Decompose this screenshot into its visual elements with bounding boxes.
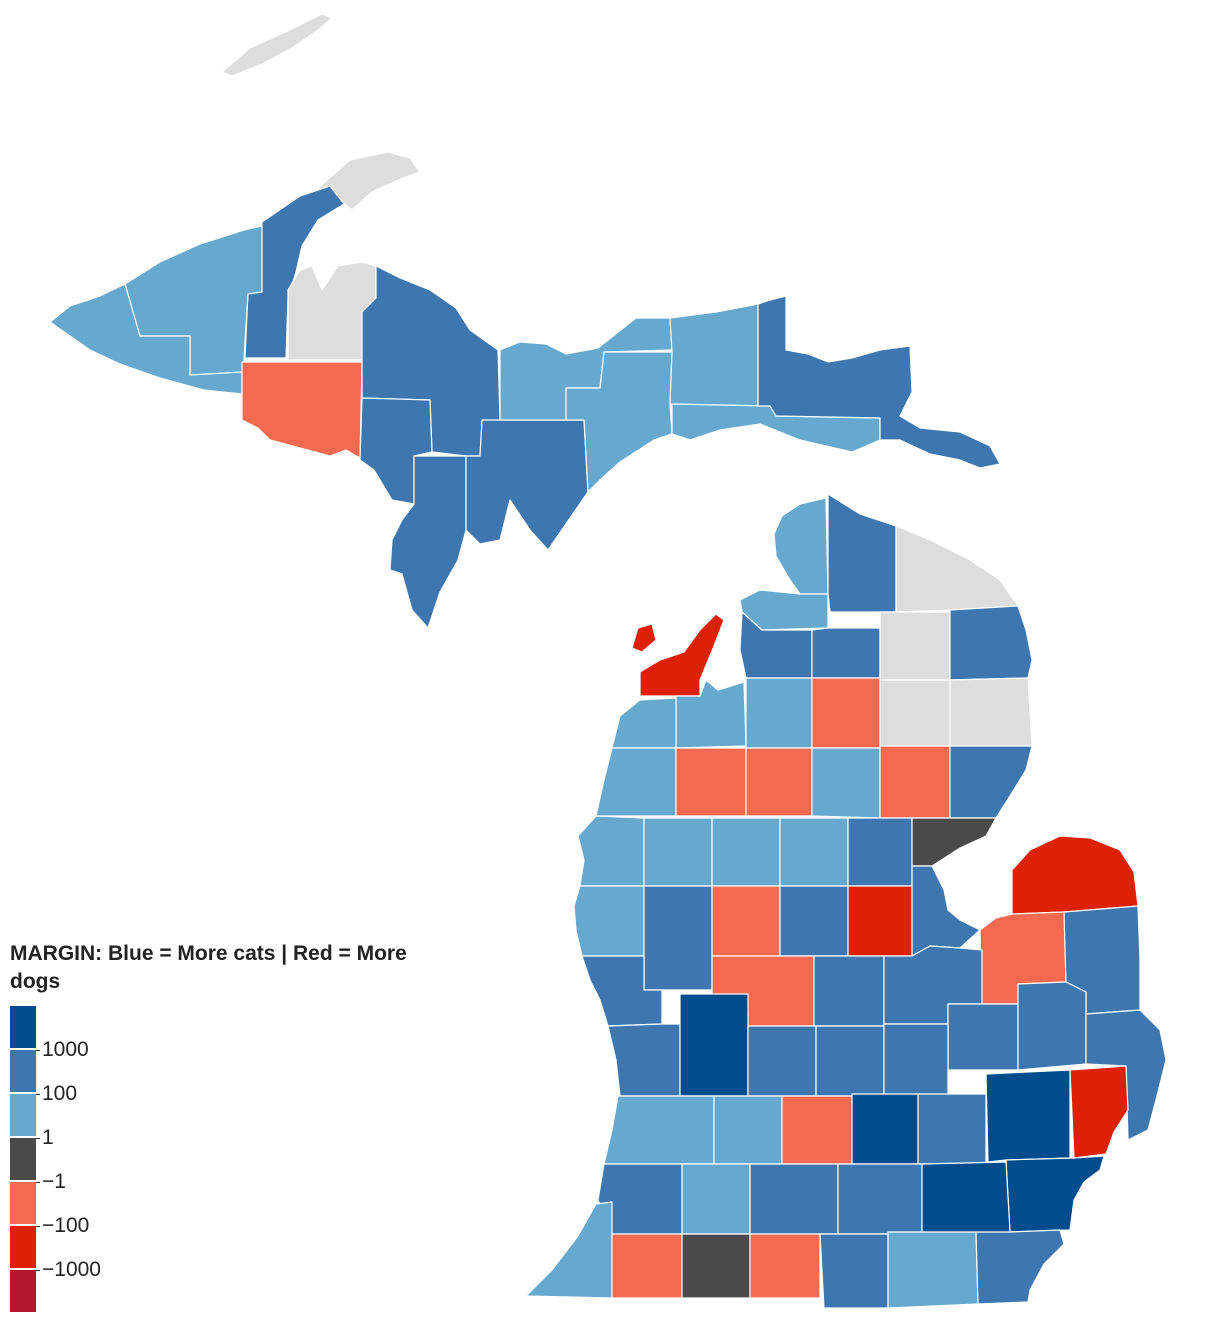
county-huron[interactable] [1011,835,1139,915]
legend-swatch [10,1094,36,1136]
county-kalamazoo[interactable] [681,1163,751,1235]
county-delta[interactable] [465,419,589,551]
county-st-clair[interactable] [1085,1009,1167,1141]
county-calhoun[interactable] [749,1163,839,1235]
county-alpena[interactable] [949,605,1033,681]
county-bay[interactable] [911,865,981,957]
county-montmorency[interactable] [879,611,951,681]
county-barry[interactable] [713,1095,783,1165]
county-iron[interactable] [241,361,363,459]
legend-tick-label: 100 [42,1082,78,1105]
county-wexford[interactable] [675,747,747,817]
county-gladwin[interactable] [847,817,913,887]
legend-tick-label: −100 [42,1214,90,1237]
county-lenawee[interactable] [887,1231,979,1309]
county-jackson[interactable] [837,1163,923,1235]
county-oceana[interactable] [573,885,645,957]
county-schoolcraft[interactable] [565,351,673,493]
county-monroe[interactable] [975,1229,1065,1305]
county-isabella[interactable] [779,885,849,957]
county-genesee[interactable] [947,1003,1019,1071]
county-wayne[interactable] [1005,1155,1105,1233]
legend-swatch [10,1006,36,1048]
county-roscommon[interactable] [811,747,881,819]
county-gratiot[interactable] [813,955,885,1027]
county-arenac[interactable] [911,817,997,867]
county-manistee[interactable] [595,747,677,817]
county-baraga[interactable] [287,261,377,361]
county-hillsdale[interactable] [819,1233,889,1309]
legend-swatch [10,1182,36,1224]
county-iosco[interactable] [949,745,1033,819]
county-gogebic[interactable] [49,283,243,395]
county-oakland[interactable] [985,1069,1071,1163]
county-berrien[interactable] [525,1201,613,1299]
county-keweenaw-isle-royale[interactable] [221,13,333,77]
legend-swatch [10,1270,36,1312]
county-branch[interactable] [749,1233,821,1299]
county-midland[interactable] [847,885,913,957]
county-lake[interactable] [643,817,713,887]
legend-swatch [10,1050,36,1092]
legend-title: MARGIN: Blue = More cats | Red = More do… [10,942,407,993]
legend: MARGIN: Blue = More cats | Red = More do… [10,940,470,1316]
county-cass[interactable] [611,1233,683,1299]
county-macomb[interactable] [1069,1065,1129,1159]
county-washtenaw[interactable] [921,1161,1011,1235]
county-st-joseph[interactable] [681,1233,751,1299]
county-crawford[interactable] [811,677,881,749]
county-clare[interactable] [779,817,849,887]
county-alcona[interactable] [949,677,1033,747]
county-kalkaska[interactable] [745,677,813,749]
county-mason[interactable] [577,815,645,887]
legend-swatch [10,1138,36,1180]
county-allegan[interactable] [603,1095,715,1165]
county-eaton[interactable] [781,1095,853,1165]
county-missaukee[interactable] [745,747,813,817]
legend-tick-label: 1 [42,1126,54,1149]
county-presque-isle[interactable] [895,525,1019,613]
county-cheboygan[interactable] [827,493,897,613]
county-osceola[interactable] [711,817,781,887]
county-ottawa[interactable] [607,1023,681,1097]
county-livingston[interactable] [917,1093,987,1165]
county-ionia[interactable] [747,1025,817,1097]
legend-swatch [10,1226,36,1268]
county-keweenaw[interactable] [317,151,421,211]
county-clinton[interactable] [815,1025,885,1097]
legend-scale: 1000 100 1 −1 −100 −1000 [10,1006,470,1316]
county-otsego[interactable] [811,627,881,679]
county-kent[interactable] [679,993,749,1097]
county-chippewa[interactable] [757,295,1001,469]
county-oscoda[interactable] [879,679,951,747]
county-luce[interactable] [669,303,759,407]
county-ingham[interactable] [851,1093,919,1165]
county-newaygo[interactable] [643,885,713,991]
county-lapeer[interactable] [1017,981,1087,1071]
county-benzie[interactable] [611,697,677,749]
county-south-manitou[interactable] [631,623,657,653]
legend-tick-label: −1 [42,1170,66,1193]
county-mecosta[interactable] [711,885,781,957]
legend-tick-label: −1000 [42,1258,101,1281]
county-ogemaw[interactable] [879,745,951,819]
county-emmet[interactable] [773,497,829,595]
legend-tick-label: 1000 [42,1038,89,1061]
county-shiawassee[interactable] [883,1023,949,1097]
